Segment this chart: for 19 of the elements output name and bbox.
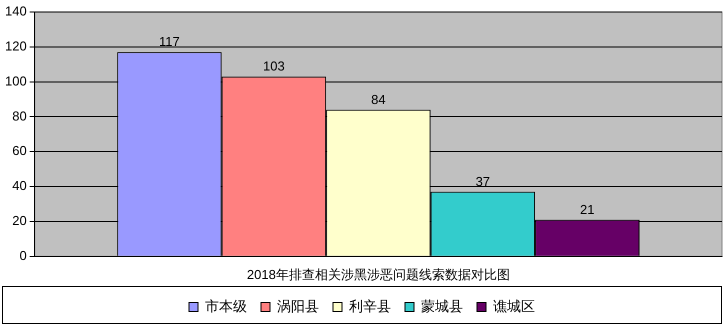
y-tick-label: 60 [12, 143, 27, 158]
data-label: 84 [371, 92, 386, 107]
data-label: 21 [580, 202, 595, 217]
data-label: 117 [159, 34, 180, 50]
legend-label: 利辛县 [349, 298, 391, 314]
y-tick-label: 40 [12, 178, 27, 194]
y-tick-label: 20 [12, 213, 27, 228]
legend-label: 谯城区 [493, 298, 535, 314]
y-tick-label: 0 [19, 248, 27, 263]
y-tick-label: 120 [4, 38, 27, 54]
x-tick-label: 2018年排查相关涉黑涉恶问题线索数据对比图 [246, 266, 510, 282]
legend-label: 蒙城县 [421, 298, 463, 314]
legend-label: 涡阳县 [277, 298, 319, 314]
y-tick-label: 80 [12, 108, 27, 124]
y-tick-label: 140 [4, 4, 27, 19]
legend-label: 市本级 [205, 298, 247, 314]
y-tick-label: 100 [4, 73, 27, 88]
data-label: 103 [263, 58, 285, 74]
data-label: 37 [476, 174, 490, 189]
